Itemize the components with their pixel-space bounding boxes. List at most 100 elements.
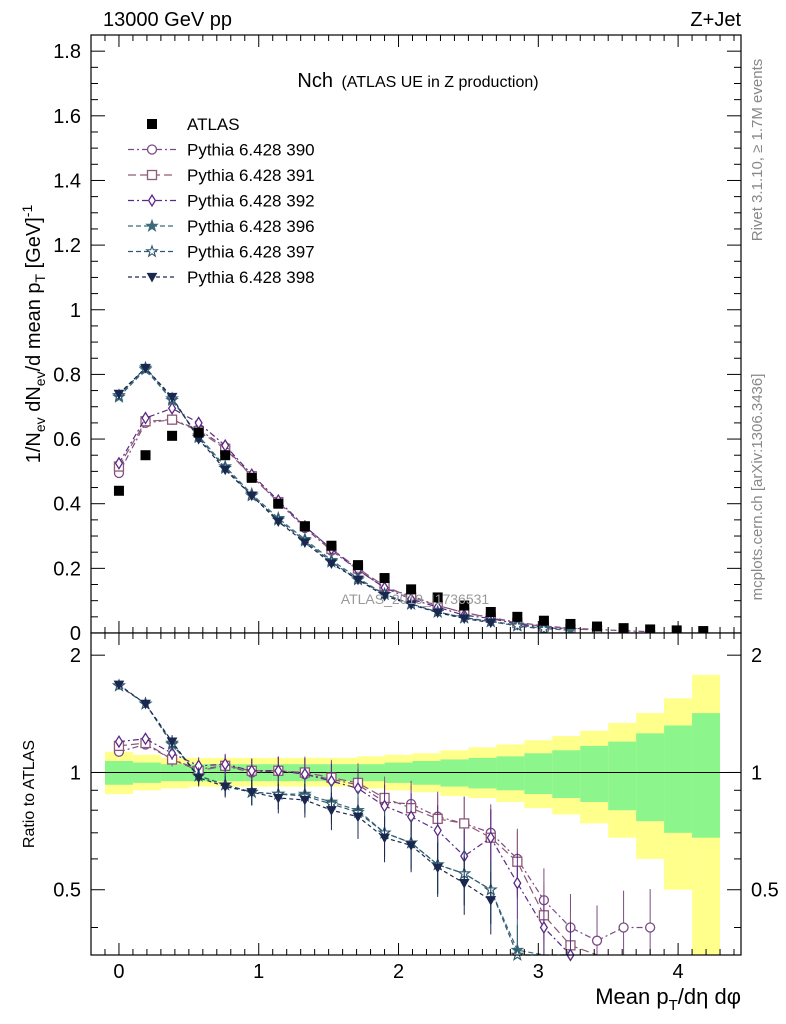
data-point [671, 625, 682, 636]
series-point-6 [379, 591, 390, 602]
y-tick-label: 0.8 [53, 364, 81, 386]
legend-label-2: Pythia 6.428 391 [187, 166, 315, 185]
series-point-6 [432, 608, 444, 619]
ratio-point-1 [591, 935, 603, 946]
ratio-point-3 [114, 734, 124, 749]
legend-label-6: Pythia 6.428 398 [187, 268, 315, 287]
data-point [220, 450, 231, 461]
uncertainty-band-green [664, 725, 693, 833]
data-point [140, 450, 151, 461]
analysis-watermark: ATLAS_2019_I1736531 [341, 591, 490, 607]
series-point-6 [458, 614, 470, 624]
series-point-6 [113, 389, 125, 400]
uncertainty-band-green [608, 741, 637, 811]
data-point [459, 600, 470, 611]
ratio-y-tick-label-right: 1 [751, 762, 762, 784]
ratio-point-6 [458, 879, 470, 889]
legend-marker-2 [146, 169, 158, 181]
legend-marker-3 [147, 193, 157, 208]
legend-label-data: ATLAS [187, 115, 240, 134]
data-point [565, 618, 576, 629]
ratio-point-6 [432, 863, 444, 874]
ratio-point-1 [644, 922, 656, 933]
ratio-point-3 [247, 764, 256, 778]
ratio-point-3 [274, 764, 283, 778]
data-point [618, 623, 629, 634]
data-point [352, 560, 363, 571]
series-point-6 [485, 618, 497, 629]
uncertainty-band-green [496, 756, 525, 791]
ratio-point-6 [166, 737, 178, 748]
series-point-6 [326, 559, 337, 570]
ratio-y-tick-label-right: 2 [751, 645, 762, 667]
ratio-point-3 [141, 732, 150, 746]
ratio-point-6 [219, 782, 231, 793]
ratio-point-6 [113, 680, 125, 691]
series-point-6 [166, 392, 178, 403]
data-point [432, 592, 443, 603]
series-point-3 [141, 411, 150, 425]
ratio-point-6 [140, 699, 151, 710]
y-tick-label: 1.4 [53, 170, 81, 192]
uncertainty-band-green [636, 733, 665, 822]
ratio-point-6 [193, 773, 204, 784]
legend-marker-5 [145, 244, 159, 258]
ratio-point-3 [486, 831, 495, 845]
ratio-point-3 [433, 823, 442, 838]
series-point-5 [510, 618, 525, 632]
ratio-point-3 [513, 876, 522, 890]
ratio-point-1 [618, 922, 629, 933]
uncertainty-band-green [524, 753, 553, 795]
data-point [193, 427, 204, 438]
y-tick-label: 0.6 [53, 429, 81, 451]
rivet-version-label: Rivet 3.1.10, ≥ 1.7M events [749, 59, 766, 242]
series-point-6 [140, 363, 151, 374]
y-tick-label: 0.4 [53, 494, 81, 516]
header-process-label: Z+Jet [690, 9, 741, 31]
series-point-6 [219, 465, 231, 476]
ratio-point-2 [459, 818, 470, 829]
ratio-point-3 [221, 757, 230, 771]
y-axis-label-text: 1/Nev dNev/d mean pT [GeV]-1 [19, 205, 48, 464]
ratio-point-6 [485, 896, 497, 906]
series-point-6 [272, 517, 284, 528]
plot-title-sub: (ATLAS UE in Z production) [341, 74, 538, 91]
data-point [592, 621, 603, 632]
series-point-5 [537, 621, 551, 636]
x-tick-label: 3 [533, 961, 544, 983]
legend-label-3: Pythia 6.428 392 [187, 192, 315, 211]
ratio-y-tick-label-right: 0.5 [751, 880, 779, 902]
series-point-6 [352, 575, 364, 586]
y-tick-label: 0 [70, 623, 81, 645]
ratio-y-tick-label-left: 0.5 [53, 880, 81, 902]
ratio-line-3 [118, 738, 571, 956]
main-plot-panel: ATLAS_2019_I1736531 0 0.2 0.4 0.6 0.8 1 1.2 1.4… [53, 34, 742, 645]
uncertainty-band-green [440, 759, 469, 787]
ratio-plot-frame [90, 632, 742, 956]
data-point [698, 626, 709, 637]
ratio-point-6 [299, 795, 311, 806]
data-point [273, 498, 284, 509]
data-point [512, 611, 523, 622]
ratio-point-3 [167, 746, 177, 760]
uncertainty-band-green [580, 745, 609, 802]
ratio-point-6 [246, 788, 258, 798]
data-point [406, 584, 417, 595]
uncertainty-band-green [468, 757, 497, 789]
ratio-point-6 [352, 812, 364, 823]
header-beam-label: 13000 GeV pp [103, 9, 232, 31]
legend-label-5: Pythia 6.428 397 [187, 243, 315, 262]
y-tick-label: 1.8 [53, 41, 81, 63]
plot-title: Nch (ATLAS UE in Z production) [297, 70, 538, 92]
series-line-3 [118, 407, 571, 631]
series-point-6 [405, 600, 417, 611]
uncertainty-band-green [552, 750, 581, 798]
x-tick-label: 0 [113, 961, 124, 983]
series-point-2 [166, 414, 178, 425]
ratio-plot-panel: 0 1 2 3 4 0.5 0.5 1 1 2 2 [53, 632, 779, 983]
y-axis-label-bottom: Ratio to ATLAS [21, 740, 38, 848]
series-point-3 [167, 401, 177, 415]
legend: ATLAS Pythia 6.428 390 Pythia 6.428 391 Pyt… [128, 115, 315, 287]
ratio-point-6 [379, 833, 390, 844]
